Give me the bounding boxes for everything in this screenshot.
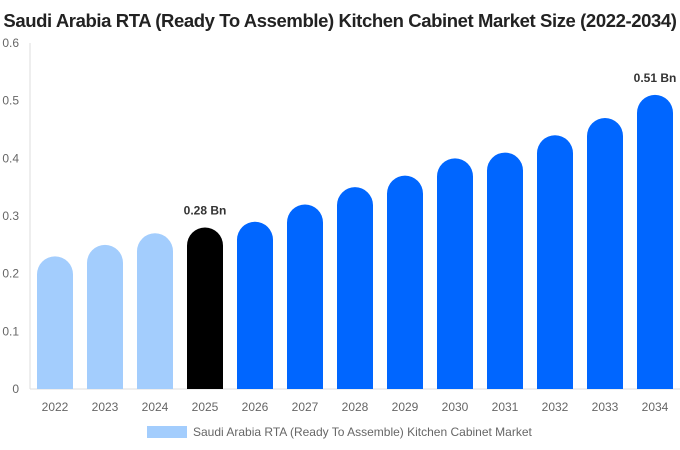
x-tick-label: 2034 — [642, 400, 669, 414]
bar-2026 — [237, 221, 273, 389]
x-tick-label: 2027 — [292, 400, 319, 414]
legend-swatch — [147, 426, 187, 438]
bar-2024 — [137, 233, 173, 389]
y-tick-label: 0.2 — [2, 267, 19, 281]
legend: Saudi Arabia RTA (Ready To Assemble) Kit… — [147, 425, 532, 439]
bar-2031 — [487, 152, 523, 389]
x-tick-label: 2028 — [342, 400, 369, 414]
chart-title: Saudi Arabia RTA (Ready To Assemble) Kit… — [3, 10, 677, 31]
data-label-2034: 0.51 Bn — [634, 71, 677, 85]
x-tick-label: 2024 — [142, 400, 169, 414]
bar-2027 — [287, 204, 323, 389]
x-tick-label: 2025 — [192, 400, 219, 414]
bar-2029 — [387, 175, 423, 389]
x-tick-label: 2023 — [92, 400, 119, 414]
x-tick-label: 2032 — [542, 400, 569, 414]
x-tick-label: 2030 — [442, 400, 469, 414]
x-tick-label: 2026 — [242, 400, 269, 414]
bar-2032 — [537, 135, 573, 389]
bar-2025 — [187, 227, 223, 389]
y-tick-label: 0.3 — [2, 209, 19, 223]
bar-2034 — [637, 94, 673, 389]
bar-2028 — [337, 187, 373, 389]
bar-2030 — [437, 158, 473, 389]
bar-2023 — [87, 244, 123, 389]
x-tick-label: 2022 — [42, 400, 69, 414]
legend-label: Saudi Arabia RTA (Ready To Assemble) Kit… — [193, 425, 532, 439]
bar-2033 — [587, 117, 623, 389]
y-tick-label: 0.1 — [2, 324, 19, 338]
bar-2022 — [37, 256, 73, 389]
y-tick-label: 0.5 — [2, 94, 19, 108]
y-tick-label: 0 — [12, 382, 19, 396]
x-tick-label: 2031 — [492, 400, 519, 414]
x-tick-label: 2029 — [392, 400, 419, 414]
data-label-2025: 0.28 Bn — [184, 204, 227, 218]
y-tick-label: 0.6 — [2, 36, 19, 50]
x-tick-label: 2033 — [592, 400, 619, 414]
y-tick-label: 0.4 — [2, 151, 19, 165]
